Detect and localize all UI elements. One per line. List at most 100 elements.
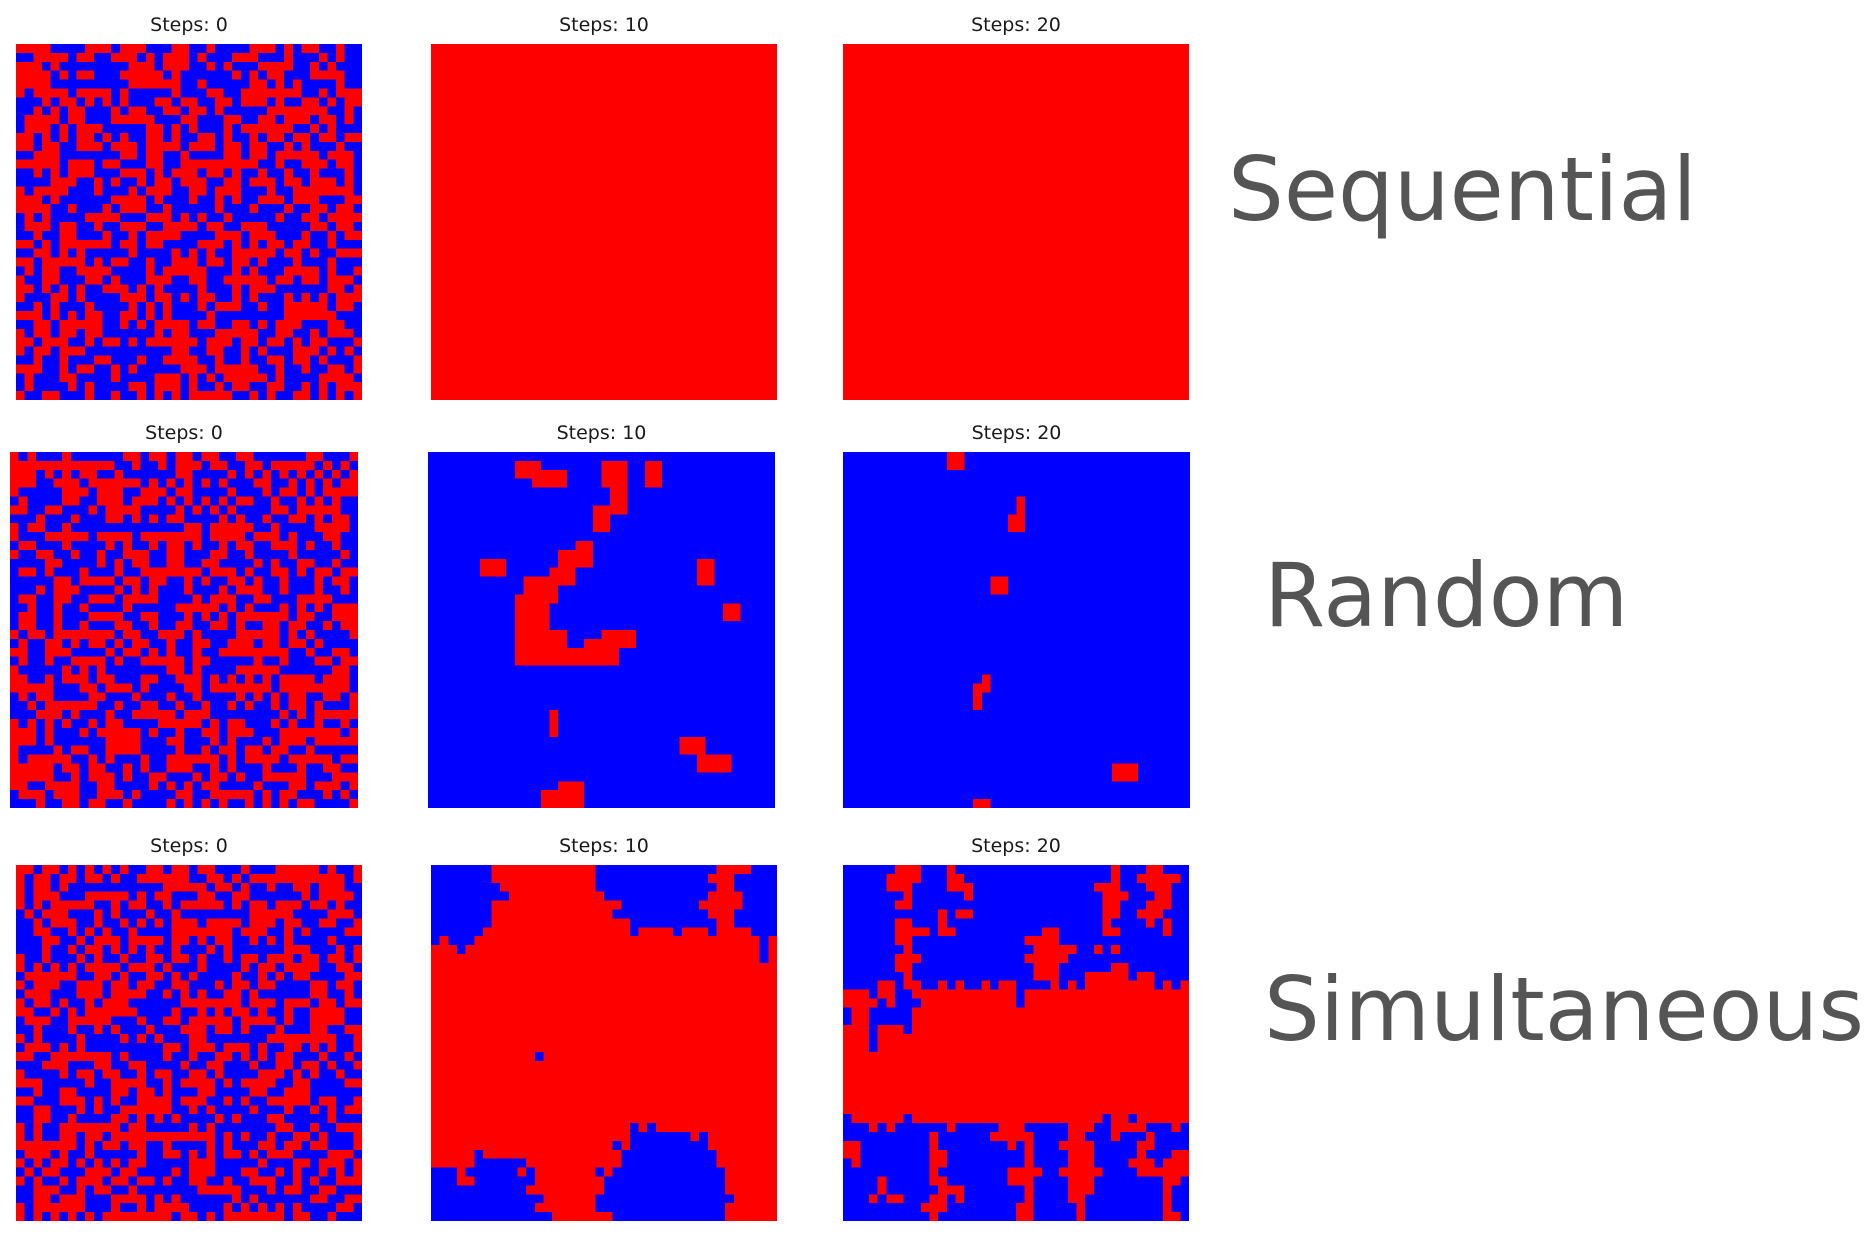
panel-title: Steps: 0 xyxy=(150,14,228,36)
blue-cell-run xyxy=(1093,1149,1138,1159)
blue-cell-run xyxy=(336,1060,354,1070)
blue-cell-run xyxy=(67,882,164,892)
blue-cell-run xyxy=(244,719,271,728)
blue-cell-run xyxy=(201,532,211,541)
blue-cell-run xyxy=(938,1140,1008,1150)
blue-cell-run xyxy=(1025,523,1190,533)
blue-cell-run xyxy=(76,222,94,231)
blue-cell-run xyxy=(44,799,63,808)
blue-cell-run xyxy=(344,900,362,910)
blue-cell-run xyxy=(258,1060,276,1070)
blue-cell-run xyxy=(549,612,723,622)
blue-cell-run xyxy=(214,133,224,142)
blue-cell-run xyxy=(1033,1158,1068,1168)
blue-cell-run xyxy=(123,469,176,479)
blue-cell-run xyxy=(344,44,362,53)
blue-cell-run xyxy=(44,790,54,800)
blue-cell-run xyxy=(843,754,1190,764)
blue-cell-run xyxy=(275,1016,285,1026)
blue-cell-run xyxy=(279,532,289,541)
blue-cell-run xyxy=(868,1034,878,1043)
blue-cell-run xyxy=(1093,1185,1164,1195)
blue-cell-run xyxy=(1102,1114,1112,1124)
blue-cell-run xyxy=(275,115,285,125)
blue-cell-run xyxy=(163,954,172,963)
blue-cell-run xyxy=(59,962,68,972)
blue-cell-run xyxy=(327,159,337,169)
blue-cell-run xyxy=(1016,989,1025,999)
blue-cell-run xyxy=(50,1114,68,1124)
blue-cell-run xyxy=(105,665,167,675)
blue-cell-run xyxy=(197,97,215,107)
blue-cell-run xyxy=(210,656,254,666)
blue-cell-run xyxy=(210,478,219,488)
blue-cell-run xyxy=(33,257,42,267)
blue-cell-run xyxy=(16,302,34,311)
blue-cell-run xyxy=(85,284,103,294)
blue-cell-run xyxy=(843,603,1190,613)
blue-cell-run xyxy=(79,638,89,648)
blue-cell-run xyxy=(262,558,271,568)
blue-cell-run xyxy=(1033,1132,1068,1141)
blue-cell-run xyxy=(292,44,302,53)
blue-cell-run xyxy=(59,936,77,946)
blue-cell-run xyxy=(163,159,181,169)
blue-cell-run xyxy=(227,460,245,470)
blue-cell-run xyxy=(131,772,150,782)
blue-cell-run xyxy=(955,865,1112,874)
blue-cell-run xyxy=(50,873,60,883)
blue-cell-run xyxy=(288,603,298,613)
blue-cell-run xyxy=(137,230,146,240)
blue-cell-run xyxy=(843,909,939,919)
blue-cell-run xyxy=(16,1105,34,1115)
blue-cell-run xyxy=(180,1007,198,1017)
blue-cell-run xyxy=(340,692,350,702)
blue-cell-run xyxy=(558,594,775,604)
blue-cell-run xyxy=(119,1123,129,1132)
blue-cell-run xyxy=(297,478,306,488)
blue-cell-run xyxy=(16,1060,42,1070)
blue-cell-run xyxy=(180,70,233,80)
blue-cell-run xyxy=(97,505,106,515)
blue-cell-run xyxy=(1033,1176,1068,1186)
blue-cell-run xyxy=(189,52,198,62)
blue-cell-run xyxy=(111,133,120,142)
blue-cell-run xyxy=(431,1185,527,1195)
blue-cell-run xyxy=(67,1176,77,1186)
blue-cell-run xyxy=(102,1176,112,1186)
blue-cell-run xyxy=(327,52,337,62)
blue-cell-run xyxy=(323,638,358,648)
blue-cell-run xyxy=(27,638,45,648)
blue-cell-run xyxy=(253,523,271,533)
blue-cell-run xyxy=(349,460,358,470)
blue-cell-run xyxy=(189,980,215,990)
blue-cell-run xyxy=(731,763,775,773)
blue-cell-run xyxy=(223,239,233,249)
blue-cell-run xyxy=(206,1007,215,1017)
blue-cell-run xyxy=(284,1114,328,1124)
blue-cell-run xyxy=(946,1194,956,1204)
blue-cell-run xyxy=(349,790,358,800)
blue-cell-run xyxy=(266,346,293,356)
blue-cell-run xyxy=(16,936,42,946)
blue-cell-run xyxy=(262,692,271,702)
blue-cell-run xyxy=(526,1167,535,1177)
blue-cell-run xyxy=(236,603,245,613)
blue-cell-run xyxy=(428,701,775,711)
blue-cell-run xyxy=(197,1051,215,1061)
blue-cell-run xyxy=(336,124,362,133)
blue-cell-run xyxy=(70,647,106,657)
blue-cell-run xyxy=(18,745,54,755)
blue-cell-run xyxy=(85,1105,94,1115)
blue-cell-run xyxy=(201,541,219,550)
blue-cell-run xyxy=(223,1069,259,1079)
blue-cell-run xyxy=(36,567,45,577)
blue-cell-run xyxy=(946,1203,1016,1213)
blue-cell-run xyxy=(189,936,198,946)
blue-cell-run xyxy=(279,754,289,764)
blue-cell-run xyxy=(18,487,63,497)
blue-cell-run xyxy=(145,918,155,928)
blue-cell-run xyxy=(344,1016,362,1026)
blue-cell-run xyxy=(301,1069,311,1079)
blue-cell-run xyxy=(868,1043,878,1052)
